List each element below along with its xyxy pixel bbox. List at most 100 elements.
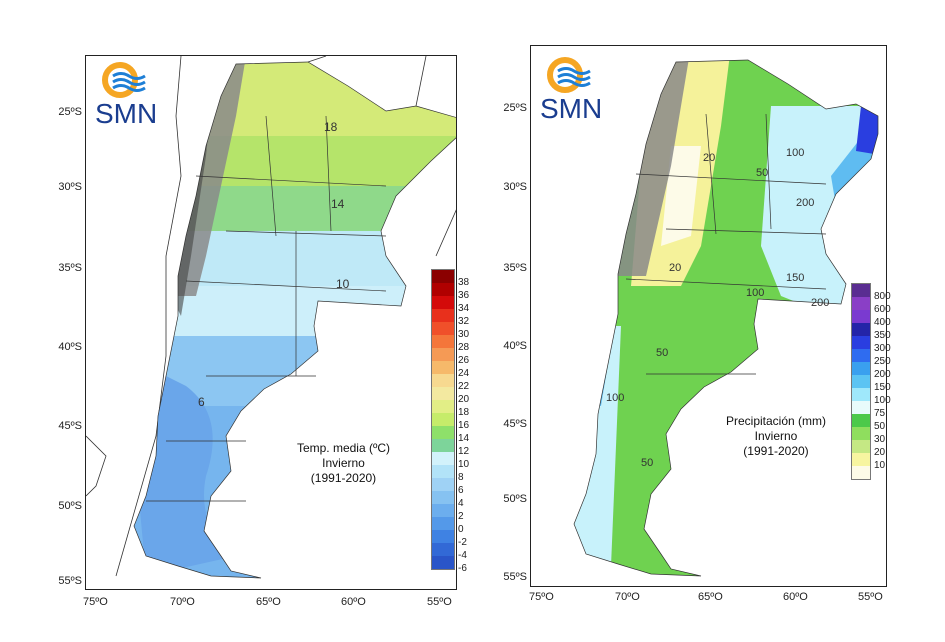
axis-tick-label: 60ºO	[341, 596, 366, 608]
legend-label: 400	[874, 317, 891, 328]
legend-swatch	[432, 413, 454, 426]
legend-label: 30	[874, 434, 886, 445]
legend-label: 10	[458, 459, 470, 470]
title-line: Invierno	[322, 456, 365, 470]
legend-label: 150	[874, 382, 891, 393]
legend-swatch	[432, 283, 454, 296]
axis-tick-label: 55ºS	[58, 575, 82, 587]
legend-label: 50	[874, 421, 886, 432]
legend-swatch	[432, 400, 454, 413]
legend-swatch	[852, 297, 870, 310]
contour-label: 6	[198, 395, 205, 409]
legend-label: 20	[874, 447, 886, 458]
legend-label: 12	[458, 446, 470, 457]
axis-tick-label: 30ºS	[503, 181, 527, 193]
axis-tick-label: 60ºO	[783, 591, 808, 603]
axis-tick-label: 50ºS	[503, 493, 527, 505]
legend-swatch	[432, 465, 454, 478]
title-line: Temp. media (ºC)	[296, 441, 391, 455]
title-line: (1991-2020)	[743, 444, 809, 458]
axis-tick-label: 55ºS	[503, 571, 527, 583]
contour-labels: 20 50 100 200 20 150 100 200 50 100 50	[606, 147, 829, 469]
axis-tick-label: 40ºS	[503, 340, 527, 352]
legend-swatch	[852, 388, 870, 401]
legend-swatch	[432, 348, 454, 361]
precipitation-map: 20 50 100 200 20 150 100 200 50 100 50	[573, 59, 879, 577]
axis-tick-label: 25ºS	[58, 106, 82, 118]
legend-swatch	[852, 349, 870, 362]
axis-tick-label: 55ºO	[427, 596, 452, 608]
smn-logo-icon	[547, 57, 591, 93]
legend-swatch	[432, 309, 454, 322]
title-line: Precipitación (mm)	[725, 414, 827, 428]
contour-label: 100	[786, 147, 804, 159]
contour-label: 50	[656, 347, 668, 359]
legend-swatch	[432, 270, 454, 283]
legend-label: 38	[458, 277, 470, 288]
temperature-fill	[134, 62, 456, 578]
smn-logo-icon	[102, 62, 146, 98]
legend-label: 250	[874, 356, 891, 367]
temperature-map-frame: 18 14 10 6 Temp. media (ºC) Invierno (19…	[85, 55, 469, 590]
legend-label: 16	[458, 420, 470, 431]
legend-swatch	[852, 336, 870, 349]
legend-swatch	[852, 414, 870, 427]
precipitation-map-frame: 20 50 100 200 20 150 100 200 50 100 50 P…	[530, 45, 891, 587]
legend-label: 36	[458, 290, 470, 301]
legend-label: 18	[458, 407, 470, 418]
legend-label: 34	[458, 303, 470, 314]
legend-swatch	[432, 296, 454, 309]
legend-swatch	[852, 440, 870, 453]
axis-tick-label: 35ºS	[503, 262, 527, 274]
precipitation-legend: 800 600 400 350 300 250 200 150 100 75 50 30 20 10	[851, 283, 891, 480]
legend-swatch	[432, 517, 454, 530]
axis-tick-label: 70ºO	[615, 591, 640, 603]
legend-label: 20	[458, 394, 470, 405]
contour-label: 20	[703, 152, 715, 164]
legend-label: 10	[874, 460, 886, 471]
logo-text: SMN	[540, 93, 603, 124]
contour-label: 50	[641, 457, 653, 469]
contour-label: 150	[786, 272, 804, 284]
map-title: Temp. media (ºC) Invierno (1991-2020)	[276, 441, 411, 486]
axis-tick-label: 55ºO	[858, 591, 883, 603]
legend-swatch	[432, 478, 454, 491]
legend-swatch	[852, 375, 870, 388]
contour-label: 14	[331, 197, 345, 211]
country-borders	[86, 56, 456, 577]
legend-swatch	[852, 310, 870, 323]
legend-swatch	[432, 543, 454, 556]
legend-swatch	[432, 426, 454, 439]
title-line: Invierno	[754, 429, 798, 443]
legend-swatch	[852, 362, 870, 375]
legend-label: 100	[874, 395, 891, 406]
contour-label: 100	[606, 392, 624, 404]
legend-label: 22	[458, 381, 470, 392]
contour-label: 200	[796, 197, 814, 209]
legend-label: -2	[458, 537, 467, 548]
contour-label: 200	[811, 297, 829, 309]
province-borders	[133, 61, 456, 579]
temperature-map: 18 14 10 6	[86, 56, 456, 579]
logo-text: SMN	[95, 98, 158, 129]
legend-label: -4	[458, 550, 467, 561]
legend-swatch	[432, 504, 454, 517]
legend-label: 28	[458, 342, 470, 353]
legend-swatch	[432, 491, 454, 504]
axis-tick-label: 30ºS	[58, 181, 82, 193]
legend-label: 6	[458, 485, 464, 496]
legend-label: 4	[458, 498, 464, 509]
contour-label: 10	[336, 277, 350, 291]
legend-label: 300	[874, 343, 891, 354]
legend-swatch	[432, 530, 454, 543]
legend-label: 800	[874, 291, 891, 302]
legend-swatch	[432, 452, 454, 465]
legend-swatch	[852, 284, 870, 297]
legend-swatch	[432, 556, 454, 569]
legend-label: 350	[874, 330, 891, 341]
axis-tick-label: 65ºO	[698, 591, 723, 603]
legend-label: 8	[458, 472, 464, 483]
legend-swatch	[432, 335, 454, 348]
map-title: Precipitación (mm) Invierno (1991-2020)	[706, 414, 846, 459]
